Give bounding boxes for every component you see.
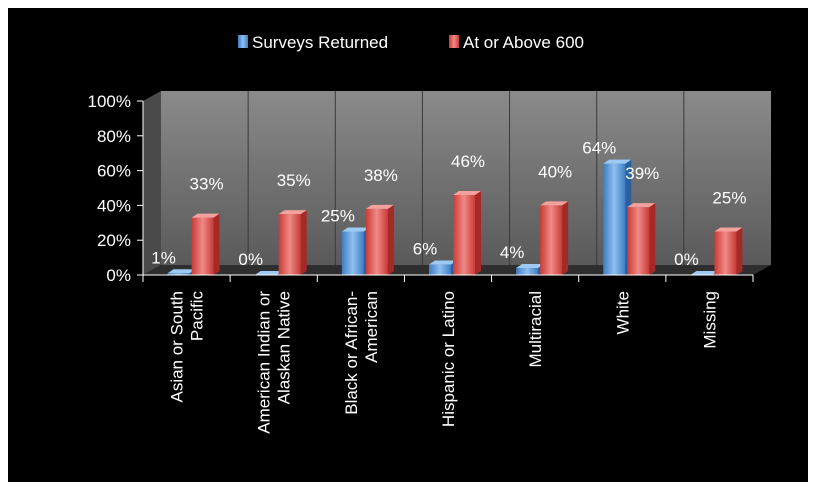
x-tick-label-multiracial: Multiracial	[526, 291, 545, 368]
value-label-at-or-above-600-0: 33%	[190, 175, 224, 194]
bar-at-or-above-600-2-front	[365, 208, 388, 275]
x-tick-label-line: Pacific	[188, 291, 207, 342]
value-label-surveys-returned-2: 25%	[321, 207, 355, 226]
value-label-surveys-returned-1: 0%	[238, 250, 263, 269]
legend-label-surveys-returned: Surveys Returned	[252, 33, 388, 52]
x-tick-label-line: Black or African-	[342, 291, 361, 415]
side-wall	[143, 91, 161, 275]
value-label-at-or-above-600-6: 25%	[712, 189, 746, 208]
x-tick-label-line: Asian or South	[168, 291, 187, 403]
legend-swatch-at-or-above-600	[449, 35, 459, 48]
x-axis: Asian or SouthPacific American Indian orA…	[142, 274, 754, 434]
legend-label-at-or-above-600: At or Above 600	[463, 33, 584, 52]
bar-chart: Surveys Returned At or Above 600 0% 20% 40…	[88, 33, 771, 434]
bar-surveys-returned-4-front	[516, 268, 539, 275]
y-tick-label: 40%	[97, 196, 131, 215]
value-label-at-or-above-600-5: 39%	[625, 164, 659, 183]
bar-at-or-above-600-2-side	[387, 204, 394, 275]
bar-at-or-above-600-5	[627, 203, 656, 275]
x-tick-label-white: White	[613, 291, 632, 334]
legend-swatch-surveys-returned	[238, 35, 248, 48]
x-tick-label-missing: Missing	[700, 291, 719, 349]
legend-item-at-or-above-600: At or Above 600	[449, 33, 584, 52]
x-tick-label-american-indian-or-alaskan-native: American Indian orAlaskan Native	[255, 291, 294, 434]
bar-surveys-returned-2	[341, 227, 370, 275]
bar-at-or-above-600-1	[278, 210, 307, 275]
bar-surveys-returned-3-top	[429, 260, 457, 265]
bar-surveys-returned-5-top	[603, 159, 632, 164]
bar-at-or-above-600-5-top	[627, 203, 656, 208]
x-tick-label-asian-or-south-pacific: Asian or SouthPacific	[168, 291, 207, 403]
legend-item-surveys-returned: Surveys Returned	[238, 33, 388, 52]
bar-at-or-above-600-4	[540, 201, 569, 275]
value-labels: 1% 33% 0% 35% 25% 38% 6% 46% 4% 40% 64% 39% 0% 25%	[151, 139, 746, 269]
bar-surveys-returned-0-front	[167, 273, 190, 275]
bar-at-or-above-600-6-top	[714, 227, 743, 232]
x-tick-label-line: Hispanic or Latino	[439, 291, 458, 427]
bar-at-or-above-600-0-side	[213, 213, 220, 275]
y-tick-label: 80%	[97, 127, 131, 146]
bar-surveys-returned-4-top	[516, 264, 545, 269]
bar-surveys-returned-6-top	[690, 271, 719, 275]
bar-at-or-above-600-1-side	[300, 210, 307, 275]
bar-surveys-returned-3	[429, 260, 457, 275]
x-tick-label-hispanic-or-latino: Hispanic or Latino	[439, 291, 458, 427]
bar-at-or-above-600-2	[365, 204, 394, 275]
value-label-at-or-above-600-4: 40%	[538, 162, 572, 181]
value-label-at-or-above-600-3: 46%	[451, 152, 485, 171]
x-tick-label-line: Missing	[700, 291, 719, 349]
bar-at-or-above-600-3	[453, 190, 481, 275]
bar-surveys-returned-5-front	[603, 163, 626, 275]
bar-at-or-above-600-1-top	[278, 210, 307, 215]
bar-at-or-above-600-1-front	[278, 214, 301, 275]
value-label-surveys-returned-4: 4%	[500, 243, 525, 262]
bar-surveys-returned-4	[516, 264, 545, 275]
bars	[167, 159, 743, 276]
y-axis: 0% 20% 40% 60% 80% 100%	[88, 92, 144, 285]
value-label-at-or-above-600-2: 38%	[364, 166, 398, 185]
bar-surveys-returned-0-top	[167, 269, 196, 274]
bar-at-or-above-600-6-front	[714, 231, 737, 275]
bar-at-or-above-600-0-front	[191, 217, 214, 275]
x-tick-label-line: American	[362, 291, 381, 363]
bar-at-or-above-600-6-side	[736, 227, 743, 275]
y-tick-label: 20%	[97, 231, 131, 250]
x-tick-label-line: White	[613, 291, 632, 334]
bar-at-or-above-600-0-top	[191, 213, 220, 218]
chart-frame: Surveys Returned At or Above 600 0% 20% 40…	[8, 8, 808, 482]
bar-at-or-above-600-6	[714, 227, 743, 275]
bar-at-or-above-600-4-top	[540, 201, 569, 206]
value-label-surveys-returned-0: 1%	[151, 248, 176, 267]
value-label-surveys-returned-6: 0%	[674, 250, 699, 269]
bar-at-or-above-600-5-front	[627, 207, 650, 275]
y-tick-label: 0%	[106, 266, 131, 285]
bar-at-or-above-600-3-side	[475, 190, 481, 275]
bar-at-or-above-600-4-front	[540, 205, 563, 275]
bar-at-or-above-600-3-top	[453, 190, 481, 195]
y-tick-label: 60%	[97, 162, 131, 181]
bar-at-or-above-600-2-top	[365, 204, 394, 209]
bar-at-or-above-600-4-side	[562, 201, 569, 275]
bar-at-or-above-600-0	[191, 213, 220, 275]
legend: Surveys Returned At or Above 600	[238, 33, 584, 52]
value-label-at-or-above-600-1: 35%	[277, 171, 311, 190]
x-tick-label-line: Multiracial	[526, 291, 545, 368]
x-tick-label-line: American Indian or	[255, 291, 274, 434]
bar-surveys-returned-1-top	[254, 271, 283, 275]
x-tick-label-black-or-african-american: Black or African-American	[342, 291, 381, 415]
bar-surveys-returned-3-front	[429, 264, 451, 275]
bar-at-or-above-600-3-front	[453, 194, 475, 275]
bar-surveys-returned-2-top	[341, 227, 370, 232]
x-tick-label-line: Alaskan Native	[275, 291, 294, 404]
value-label-surveys-returned-3: 6%	[413, 240, 438, 259]
value-label-surveys-returned-5: 64%	[582, 139, 616, 158]
bar-at-or-above-600-5-side	[649, 203, 656, 275]
bar-surveys-returned-2-front	[341, 231, 364, 275]
y-tick-label: 100%	[88, 92, 131, 111]
